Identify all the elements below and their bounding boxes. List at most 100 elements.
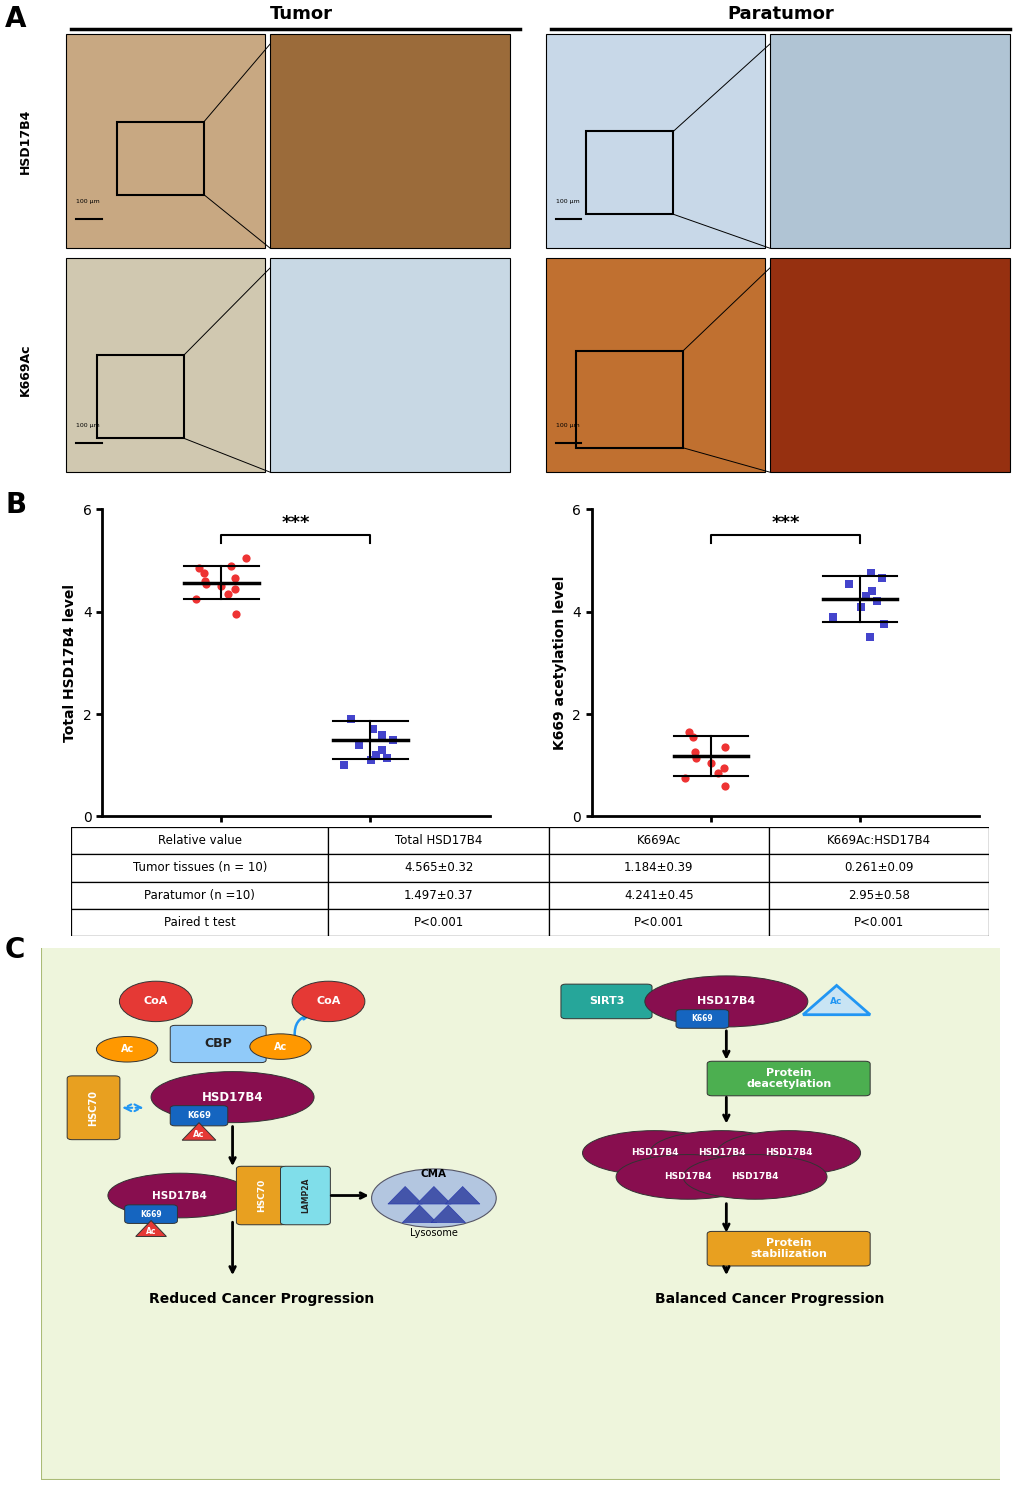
Text: P<0.001: P<0.001 — [853, 917, 904, 929]
Point — [220, 581, 236, 605]
Point — [840, 572, 856, 596]
Text: Relative value: Relative value — [158, 834, 242, 846]
Circle shape — [119, 981, 193, 1022]
Ellipse shape — [644, 975, 807, 1028]
Point — [863, 580, 879, 604]
Polygon shape — [802, 986, 869, 1014]
Bar — [328, 909, 548, 936]
Point — [709, 761, 726, 785]
Point — [226, 577, 243, 601]
Point — [191, 556, 207, 580]
Text: HSC70: HSC70 — [89, 1089, 99, 1126]
Text: Paratumor: Paratumor — [727, 4, 833, 22]
Text: 1.184±0.39: 1.184±0.39 — [624, 861, 693, 875]
Polygon shape — [401, 1204, 436, 1222]
Ellipse shape — [371, 1168, 496, 1227]
Bar — [270, 258, 510, 472]
Text: CoA: CoA — [144, 996, 168, 1007]
Bar — [545, 258, 764, 472]
Point — [198, 572, 214, 596]
Bar — [768, 909, 988, 936]
FancyBboxPatch shape — [124, 1204, 177, 1224]
Text: 100 μm: 100 μm — [555, 424, 579, 428]
Bar — [548, 909, 768, 936]
Bar — [328, 827, 548, 854]
FancyBboxPatch shape — [560, 984, 651, 1019]
Point — [687, 746, 703, 770]
Text: LAMP2A: LAMP2A — [301, 1177, 310, 1213]
Text: C: C — [5, 936, 25, 965]
Point — [824, 605, 841, 629]
Point — [384, 728, 400, 752]
Ellipse shape — [649, 1131, 793, 1176]
FancyBboxPatch shape — [41, 0, 1019, 1480]
Ellipse shape — [683, 1155, 826, 1200]
Ellipse shape — [97, 1037, 158, 1062]
Ellipse shape — [716, 1131, 860, 1176]
Bar — [66, 34, 265, 249]
Bar — [768, 854, 988, 881]
Bar — [71, 827, 328, 854]
Text: K669: K669 — [140, 1209, 162, 1219]
Point — [227, 566, 244, 590]
Text: Tumor: Tumor — [269, 4, 332, 22]
Bar — [548, 854, 768, 881]
Text: ***: *** — [281, 514, 310, 532]
Polygon shape — [182, 1122, 216, 1140]
Text: HSD17B4: HSD17B4 — [697, 1149, 745, 1158]
Point — [364, 718, 380, 742]
Bar — [548, 827, 768, 854]
Y-axis label: Total HSD17B4 level: Total HSD17B4 level — [63, 584, 77, 742]
Text: Balanced Cancer Progression: Balanced Cancer Progression — [654, 1293, 883, 1306]
Text: Ac: Ac — [193, 1131, 205, 1140]
Point — [677, 765, 693, 789]
Point — [197, 569, 213, 593]
Point — [379, 746, 395, 770]
FancyBboxPatch shape — [170, 1025, 266, 1062]
Bar — [270, 34, 510, 249]
Bar — [328, 854, 548, 881]
Text: CoA: CoA — [316, 996, 340, 1007]
Text: P<0.001: P<0.001 — [633, 917, 684, 929]
Text: K669Ac:HSD17B4: K669Ac:HSD17B4 — [826, 834, 930, 846]
Bar — [71, 909, 328, 936]
Ellipse shape — [108, 1173, 252, 1218]
Text: 4.565±0.32: 4.565±0.32 — [404, 861, 473, 875]
Text: 100 μm: 100 μm — [555, 199, 579, 204]
Text: Paired t test: Paired t test — [164, 917, 235, 929]
Polygon shape — [136, 1221, 166, 1236]
Point — [680, 721, 696, 745]
Point — [374, 739, 390, 762]
Text: CMA: CMA — [421, 1170, 446, 1179]
Text: K669: K669 — [691, 1014, 712, 1023]
Polygon shape — [416, 1186, 450, 1204]
Text: Ac: Ac — [829, 996, 842, 1007]
Point — [363, 748, 379, 771]
Text: HSD17B4: HSD17B4 — [731, 1173, 779, 1182]
Text: Protein
deacetylation: Protein deacetylation — [745, 1068, 830, 1089]
FancyBboxPatch shape — [706, 1231, 869, 1266]
Text: HSD17B4: HSD17B4 — [152, 1191, 207, 1200]
Text: Ac: Ac — [120, 1044, 133, 1055]
Text: HSD17B4: HSD17B4 — [202, 1091, 263, 1104]
Point — [373, 722, 389, 746]
Point — [852, 595, 868, 619]
Text: HSD17B4: HSD17B4 — [764, 1149, 811, 1158]
Text: HSD17B4: HSD17B4 — [19, 108, 32, 174]
FancyBboxPatch shape — [236, 1167, 286, 1225]
Text: 1.497±0.37: 1.497±0.37 — [404, 888, 473, 902]
Text: P<0.001: P<0.001 — [413, 917, 464, 929]
Y-axis label: K669 acetylation level: K669 acetylation level — [552, 575, 567, 750]
Bar — [769, 258, 1009, 472]
Point — [875, 613, 892, 637]
Text: 100 μm: 100 μm — [76, 424, 100, 428]
Text: Ac: Ac — [146, 1227, 156, 1236]
Text: 2.95±0.58: 2.95±0.58 — [848, 888, 909, 902]
Point — [196, 562, 212, 586]
Text: ***: *** — [770, 514, 799, 532]
Bar — [545, 34, 764, 249]
Text: HSC70: HSC70 — [257, 1179, 266, 1212]
Ellipse shape — [582, 1131, 726, 1176]
Ellipse shape — [250, 1034, 311, 1059]
FancyBboxPatch shape — [676, 1010, 728, 1028]
